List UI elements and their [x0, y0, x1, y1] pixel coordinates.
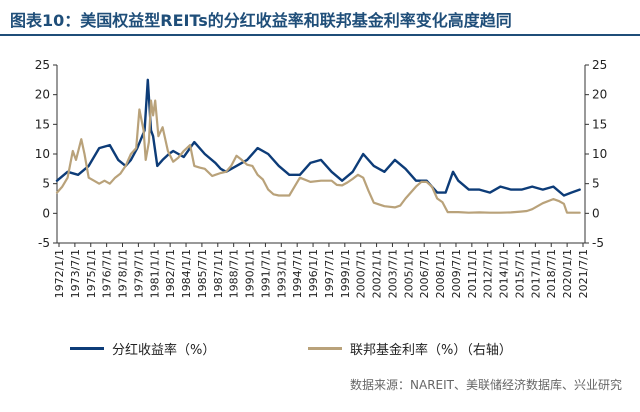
x-tick-label: 1988/7/1	[228, 249, 241, 298]
x-tick-label: 2017/1/1	[529, 249, 542, 298]
right-y-tick-label: -5	[592, 236, 604, 250]
fed-funds-rate-line	[55, 99, 581, 214]
x-tick-label: 1997/7/1	[323, 249, 336, 298]
x-tick-label: 1991/7/1	[259, 249, 272, 298]
right-y-tick-label: 20	[592, 88, 607, 102]
x-tick-label: 2011/1/1	[466, 249, 479, 298]
left-y-tick-label: 15	[35, 117, 50, 131]
right-y-tick-label: 25	[592, 58, 607, 72]
x-tick-label: 1973/7/1	[69, 249, 82, 298]
x-tick-label: 1996/1/1	[307, 249, 320, 298]
x-tick-label: 1979/7/1	[132, 249, 145, 298]
legend-item-fedfunds: 联邦基金利率（%）（右轴）	[308, 335, 512, 361]
x-tick-label: 1993/1/1	[275, 249, 288, 298]
x-tick-label: 1975/1/1	[85, 249, 98, 298]
x-tick-label: 2000/7/1	[355, 249, 368, 298]
left-y-tick-label: 10	[35, 147, 50, 161]
x-tick-label: 1976/7/1	[101, 249, 114, 298]
x-tick-label: 1978/1/1	[117, 249, 130, 298]
legend-label-fedfunds: 联邦基金利率（%）（右轴）	[350, 342, 512, 358]
x-tick-label: 1999/1/1	[339, 249, 352, 298]
left-y-tick-label: -5	[38, 236, 50, 250]
x-tick-label: 1972/1/1	[53, 249, 66, 298]
left-y-tick-label: 5	[42, 177, 50, 191]
x-tick-label: 2020/1/1	[561, 249, 574, 298]
legend-swatch-dividend	[70, 346, 104, 350]
left-y-tick-label: 20	[35, 88, 50, 102]
left-y-tick-label: 25	[35, 58, 50, 72]
x-tick-label: 2018/7/1	[545, 249, 558, 298]
x-tick-label: 2008/1/1	[434, 249, 447, 298]
data-source-note: 数据来源：NAREIT、美联储经济数据库、兴业研究	[350, 378, 622, 392]
x-tick-label: 1982/7/1	[164, 249, 177, 298]
left-y-tick-label: 0	[42, 206, 50, 220]
title-divider	[0, 34, 640, 36]
right-y-tick-label: 5	[592, 177, 600, 191]
x-tick-label: 2002/1/1	[371, 249, 384, 298]
right-y-tick-label: 10	[592, 147, 607, 161]
right-y-tick-label: 0	[592, 206, 600, 220]
x-tick-label: 2003/7/1	[386, 249, 399, 298]
x-tick-label: 1994/7/1	[291, 249, 304, 298]
x-tick-label: 2014/1/1	[498, 249, 511, 298]
x-tick-label: 2005/1/1	[402, 249, 415, 298]
dividend-yield-line	[55, 78, 581, 197]
x-tick-label: 1985/7/1	[196, 249, 209, 298]
legend-item-dividend: 分红收益率（%）	[70, 335, 215, 361]
x-tick-label: 2009/7/1	[450, 249, 463, 298]
x-tick-label: 1990/1/1	[244, 249, 257, 298]
x-tick-label: 2015/7/1	[513, 249, 526, 298]
right-y-tick-label: 15	[592, 117, 607, 131]
legend-swatch-fedfunds	[308, 346, 342, 350]
legend-label-dividend: 分红收益率（%）	[112, 342, 216, 358]
x-tick-label: 2006/7/1	[418, 249, 431, 298]
x-tick-label: 2021/7/1	[577, 249, 590, 298]
x-tick-label: 2012/7/1	[482, 249, 495, 298]
x-tick-label: 1981/1/1	[148, 249, 161, 298]
chart-legend: 分红收益率（%） 联邦基金利率（%）（右轴）	[0, 335, 640, 361]
x-tick-label: 1984/1/1	[180, 249, 193, 298]
figure-title: 图表10：美国权益型REITs的分红收益率和联邦基金利率变化高度趋同	[10, 11, 512, 30]
x-tick-label: 1987/1/1	[212, 249, 225, 298]
